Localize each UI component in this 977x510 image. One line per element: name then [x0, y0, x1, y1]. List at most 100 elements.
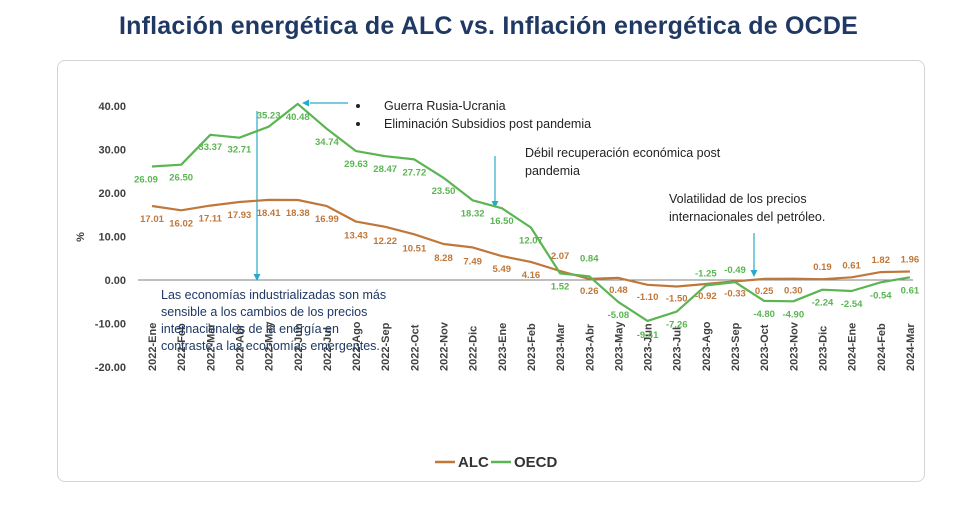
y-tick-label: -10.00 [95, 319, 126, 331]
data-label-oecd: -9.41 [637, 330, 659, 341]
x-tick-label: 2023-Oct [759, 324, 771, 371]
annotation-industrialized-line: contraste a las economías emergentes. [161, 339, 380, 353]
y-axis-title: % [75, 232, 87, 242]
data-label-alc: 17.01 [140, 214, 164, 225]
series-line-alc [151, 198, 910, 288]
x-tick-label: 2024-Feb [876, 323, 888, 371]
data-label-oecd: 16.50 [490, 216, 514, 227]
data-label-alc: 0.19 [813, 262, 832, 273]
page-title: Inflación energética de ALC vs. Inflació… [118, 12, 859, 40]
y-tick-label: 10.00 [98, 232, 126, 244]
legend-label-alc: ALC [458, 454, 489, 471]
data-label-alc: 4.16 [522, 270, 541, 281]
data-label-alc: 7.49 [463, 256, 482, 267]
annotation-weak-recovery-line2: pandemia [525, 164, 580, 178]
annotation-arrow-head [302, 99, 309, 107]
data-label-oecd: -1.25 [695, 268, 717, 279]
data-label-alc: 0.48 [609, 285, 628, 296]
x-tick-label: 2022-Feb [176, 323, 188, 371]
data-label-oecd: -4.80 [753, 309, 775, 320]
data-label-oecd: 34.74 [315, 137, 339, 148]
data-label-oecd: 26.50 [169, 173, 193, 184]
annotation-subsidies: Eliminación Subsidios post pandemia [384, 117, 591, 131]
annotation-arrow-head [750, 270, 758, 277]
data-label-oecd: -0.49 [724, 265, 746, 276]
data-label-alc: 17.93 [228, 210, 252, 221]
line-chart: 40.00 30.00 20.00 10.00 0.00 -10.00 -20.00% 202… [75, 99, 920, 471]
data-label-alc: -0.33 [724, 288, 746, 299]
data-label-oecd: 28.47 [373, 164, 397, 175]
data-label-alc: 17.11 [199, 214, 223, 225]
data-label-oecd: 0.84 [580, 253, 599, 264]
x-tick-label: 2022-Abr [234, 323, 246, 371]
data-label-alc: 16.99 [315, 214, 339, 225]
annotation-arrow-head [253, 274, 261, 281]
annotation-industrialized-line: internacionales de la energía en [161, 322, 339, 336]
x-tick-label: 2023-Sep [730, 322, 742, 371]
data-label-alc: 1.82 [872, 255, 891, 266]
data-label-alc: 0.61 [842, 260, 861, 271]
data-label-alc: 0.30 [784, 286, 803, 297]
x-tick-label: 2024-Mar [905, 323, 917, 371]
data-label-oecd: -0.54 [870, 290, 892, 301]
data-label-alc: 16.02 [169, 218, 193, 229]
x-tick-label: 2023-Dic [817, 326, 829, 371]
x-tick-label: 2022-Mar [205, 323, 217, 371]
y-tick-label: 20.00 [98, 188, 126, 200]
data-label-oecd: 32.71 [228, 145, 252, 156]
data-label-alc: 13.43 [344, 231, 368, 242]
data-label-alc: 0.25 [755, 286, 774, 297]
data-label-alc: 0.26 [580, 286, 599, 297]
bullet-icon [356, 104, 360, 108]
x-tick-label: 2022-May [264, 321, 276, 371]
bullet-icon [356, 122, 360, 126]
annotation-war: Guerra Rusia-Ucrania [384, 99, 506, 113]
x-tick-label: 2022-Jul [322, 327, 334, 371]
data-label-alc: -1.50 [666, 294, 688, 305]
data-label-alc: 5.49 [493, 264, 512, 275]
x-tick-label: 2022-Nov [439, 321, 451, 371]
x-tick-label: 2022-Oct [409, 324, 421, 371]
y-tick-label: 0.00 [105, 275, 126, 287]
x-tick-label: 2022-Jun [293, 323, 305, 371]
x-tick-label: 2022-Dic [468, 326, 480, 371]
x-tick-label: 2023-May [613, 321, 625, 371]
x-tick-label: 2023-Nov [788, 321, 800, 371]
legend-label-oecd: OECD [514, 454, 558, 471]
data-label-alc: 18.41 [257, 208, 281, 219]
data-label-oecd: 27.72 [402, 167, 426, 178]
data-label-oecd: 35.23 [257, 111, 281, 122]
data-label-oecd: -4.90 [782, 309, 804, 320]
data-label-oecd: 0.61 [901, 285, 920, 296]
x-tick-label: 2023-Jul [672, 327, 684, 371]
annotation-volatility-line1: Volatilidad de los precios [669, 192, 807, 206]
data-label-alc: 2.07 [551, 251, 570, 262]
x-tick-label: 2024-Ene [847, 323, 859, 371]
data-label-oecd: 23.50 [432, 186, 456, 197]
x-tick-label: 2023-Ene [497, 323, 509, 371]
annotation-weak-recovery-line1: Débil recuperación económica post [525, 146, 721, 160]
chart-frame: 40.00 30.00 20.00 10.00 0.00 -10.00 -20.00% 202… [57, 60, 925, 482]
data-label-oecd: -5.08 [608, 310, 630, 321]
x-tick-label: 2022-Ago [351, 321, 363, 371]
annotation-industrialized-line: sensible a los cambios de los precios [161, 305, 367, 319]
data-label-oecd: 33.37 [198, 142, 222, 153]
data-label-alc: -1.10 [637, 292, 659, 303]
x-tick-label: 2023-Feb [526, 323, 538, 371]
y-tick-label: 40.00 [98, 101, 126, 113]
y-tick-label: 30.00 [98, 145, 126, 157]
data-label-oecd: -2.24 [812, 298, 834, 309]
x-tick-label: 2022-Ene [147, 323, 159, 371]
data-label-oecd: 18.32 [461, 208, 485, 219]
data-label-alc: 1.96 [901, 254, 920, 265]
x-tick-label: 2023-Mar [555, 323, 567, 371]
data-label-oecd: 29.63 [344, 159, 368, 170]
data-label-oecd: 40.48 [286, 112, 310, 123]
x-tick-label: 2022-Sep [380, 322, 392, 371]
x-tick-label: 2023-Jun [643, 323, 655, 371]
data-label-oecd: -2.54 [841, 299, 863, 310]
annotation-industrialized-line: Las economías industrializadas son más [161, 288, 386, 302]
data-label-alc: 12.22 [373, 236, 397, 247]
y-tick-label: -20.00 [95, 362, 126, 374]
data-label-oecd: 1.52 [551, 281, 570, 292]
